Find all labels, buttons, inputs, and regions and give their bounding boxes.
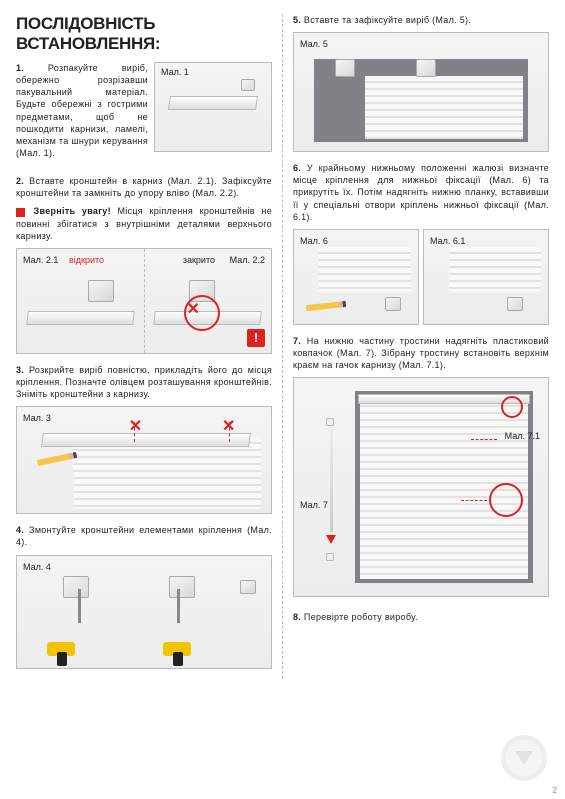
fig-4-bracket-1 bbox=[63, 576, 89, 598]
fig-5-label: Мал. 5 bbox=[300, 39, 328, 49]
fig-6: Мал. 6 bbox=[293, 229, 419, 325]
step-5-text: 5. Вставте та зафіксуйте виріб (Мал. 5). bbox=[293, 14, 549, 26]
step-7-body: На нижню частину тростини надягніть плас… bbox=[293, 336, 549, 370]
step-1-body: Розпакуйте виріб, обережно розрізавши па… bbox=[16, 63, 148, 158]
fig-3-blinds-icon bbox=[73, 437, 261, 509]
step-2-warning: Зверніть увагу! Місця кріплення кронштей… bbox=[16, 205, 272, 241]
left-column: ПОСЛІДОВНІСТЬ ВСТАНОВЛЕННЯ: 1. Розпакуйт… bbox=[16, 14, 283, 679]
right-column: 5. Вставте та зафіксуйте виріб (Мал. 5).… bbox=[283, 14, 549, 679]
fig-5-bracket-2 bbox=[416, 59, 436, 77]
fig-5-bracket-1 bbox=[335, 59, 355, 77]
open-label: відкрито bbox=[69, 255, 104, 265]
step-1-block: 1. Розпакуйте виріб, обережно розрізавши… bbox=[16, 62, 272, 165]
fig-2: Мал. 2.1 відкрито закрито Мал. 2.2 ✕ ! bbox=[16, 248, 272, 354]
fig-2-1-label: Мал. 2.1 bbox=[23, 255, 58, 265]
circle-target-1 bbox=[501, 396, 523, 418]
fig-4-label: Мал. 4 bbox=[23, 562, 51, 572]
dash-1 bbox=[134, 422, 135, 442]
wand-cap-bottom bbox=[326, 553, 334, 561]
fig-6-1-blinds bbox=[449, 247, 541, 292]
step-6-text: 6. У крайньому нижньому положенні жалюзі… bbox=[293, 162, 549, 223]
step-8-num: 8. bbox=[293, 612, 301, 622]
fig-1-rail bbox=[168, 96, 258, 110]
step-1-text: 1. Розпакуйте виріб, обережно розрізавши… bbox=[16, 62, 148, 159]
page-title: ПОСЛІДОВНІСТЬ ВСТАНОВЛЕННЯ: bbox=[16, 14, 272, 54]
fig-1-label: Мал. 1 bbox=[161, 67, 189, 77]
dash-2 bbox=[229, 422, 230, 442]
warning-badge-icon: ! bbox=[247, 329, 265, 347]
step-3-num: 3. bbox=[16, 365, 24, 375]
step-4-text: 4. Змонтуйте кронштейни елементами кріпл… bbox=[16, 524, 272, 548]
pencil-icon bbox=[37, 452, 77, 466]
drill-bit-1 bbox=[78, 589, 81, 623]
dash-7-2 bbox=[461, 500, 487, 501]
fig-6-1-bracket bbox=[507, 297, 523, 311]
page-number: 2 bbox=[553, 786, 557, 795]
step-4-num: 4. bbox=[16, 525, 24, 535]
fig-5: Мал. 5 bbox=[293, 32, 549, 152]
fig-7-1-label: Мал. 7.1 bbox=[505, 431, 540, 441]
step-8-text: 8. Перевірте роботу виробу. bbox=[293, 611, 549, 623]
step-5-body: Вставте та зафіксуйте виріб (Мал. 5). bbox=[304, 15, 471, 25]
step-2-text: 2. Вставте кронштейн в карниз (Мал. 2.1)… bbox=[16, 175, 272, 199]
dash-7-1 bbox=[471, 439, 497, 440]
step-2-warn-label: Зверніть увагу! bbox=[34, 206, 111, 216]
drill-icon-2 bbox=[163, 638, 205, 664]
pencil-icon-2 bbox=[306, 301, 346, 311]
fig-6-1: Мал. 6.1 bbox=[423, 229, 549, 325]
step-2-num: 2. bbox=[16, 176, 24, 186]
x-icon-1: ✕ bbox=[129, 416, 142, 436]
fig-4-bracket-2 bbox=[169, 576, 195, 598]
fig-3-rail bbox=[41, 433, 251, 447]
fig-6-blinds bbox=[319, 247, 411, 292]
step-5-num: 5. bbox=[293, 15, 301, 25]
fig-2-rail-left bbox=[26, 311, 134, 325]
step-1-num: 1. bbox=[16, 63, 24, 73]
fig-6-1-label: Мал. 6.1 bbox=[430, 236, 465, 246]
fig-6-label: Мал. 6 bbox=[300, 236, 328, 246]
fig-6-row: Мал. 6 Мал. 6.1 bbox=[293, 229, 549, 325]
wand-icon bbox=[330, 422, 333, 532]
page-root: ПОСЛІДОВНІСТЬ ВСТАНОВЛЕННЯ: 1. Розпакуйт… bbox=[0, 0, 565, 689]
watermark-icon bbox=[501, 735, 547, 781]
fig-5-blinds-icon bbox=[365, 76, 523, 140]
fig-6-bracket bbox=[385, 297, 401, 311]
fig-2-2-label: Мал. 2.2 bbox=[230, 255, 265, 265]
fig-7: Мал. 7 Мал. 7.1 bbox=[293, 377, 549, 597]
fig-1: Мал. 1 bbox=[154, 62, 272, 152]
drill-bit-2 bbox=[177, 589, 180, 623]
warning-icon bbox=[16, 208, 25, 217]
drill-icon-1 bbox=[47, 638, 89, 664]
fig-3: Мал. 3 ✕ ✕ bbox=[16, 406, 272, 514]
circle-target-2 bbox=[489, 483, 523, 517]
circle-highlight-icon bbox=[184, 295, 220, 331]
step-8-body: Перевірте роботу виробу. bbox=[304, 612, 418, 622]
step-3-text: 3. Розкрийте виріб повністю, прикладіть … bbox=[16, 364, 272, 400]
step-7-num: 7. bbox=[293, 336, 301, 346]
arrow-down-icon bbox=[326, 535, 336, 544]
step-3-body: Розкрийте виріб повністю, прикладіть йог… bbox=[16, 365, 272, 399]
step-7-text: 7. На нижню частину тростини надягніть п… bbox=[293, 335, 549, 371]
close-label: закрито bbox=[183, 255, 215, 265]
step-4-body: Змонтуйте кронштейни елементами кріпленн… bbox=[16, 525, 272, 547]
fig-4-parts bbox=[240, 580, 256, 594]
fig-2-bracket-left bbox=[88, 280, 114, 302]
fig-1-part-icon bbox=[241, 79, 255, 91]
step-6-num: 6. bbox=[293, 163, 301, 173]
fig-7-label: Мал. 7 bbox=[300, 500, 328, 510]
fig-4: Мал. 4 bbox=[16, 555, 272, 669]
fig-3-label: Мал. 3 bbox=[23, 413, 51, 423]
step-2-body: Вставте кронштейн в карниз (Мал. 2.1). З… bbox=[16, 176, 272, 198]
fig-2-divider bbox=[144, 249, 145, 353]
step-6-body: У крайньому нижньому положенні жалюзі ви… bbox=[293, 163, 549, 222]
wand-cap-top bbox=[326, 418, 334, 426]
